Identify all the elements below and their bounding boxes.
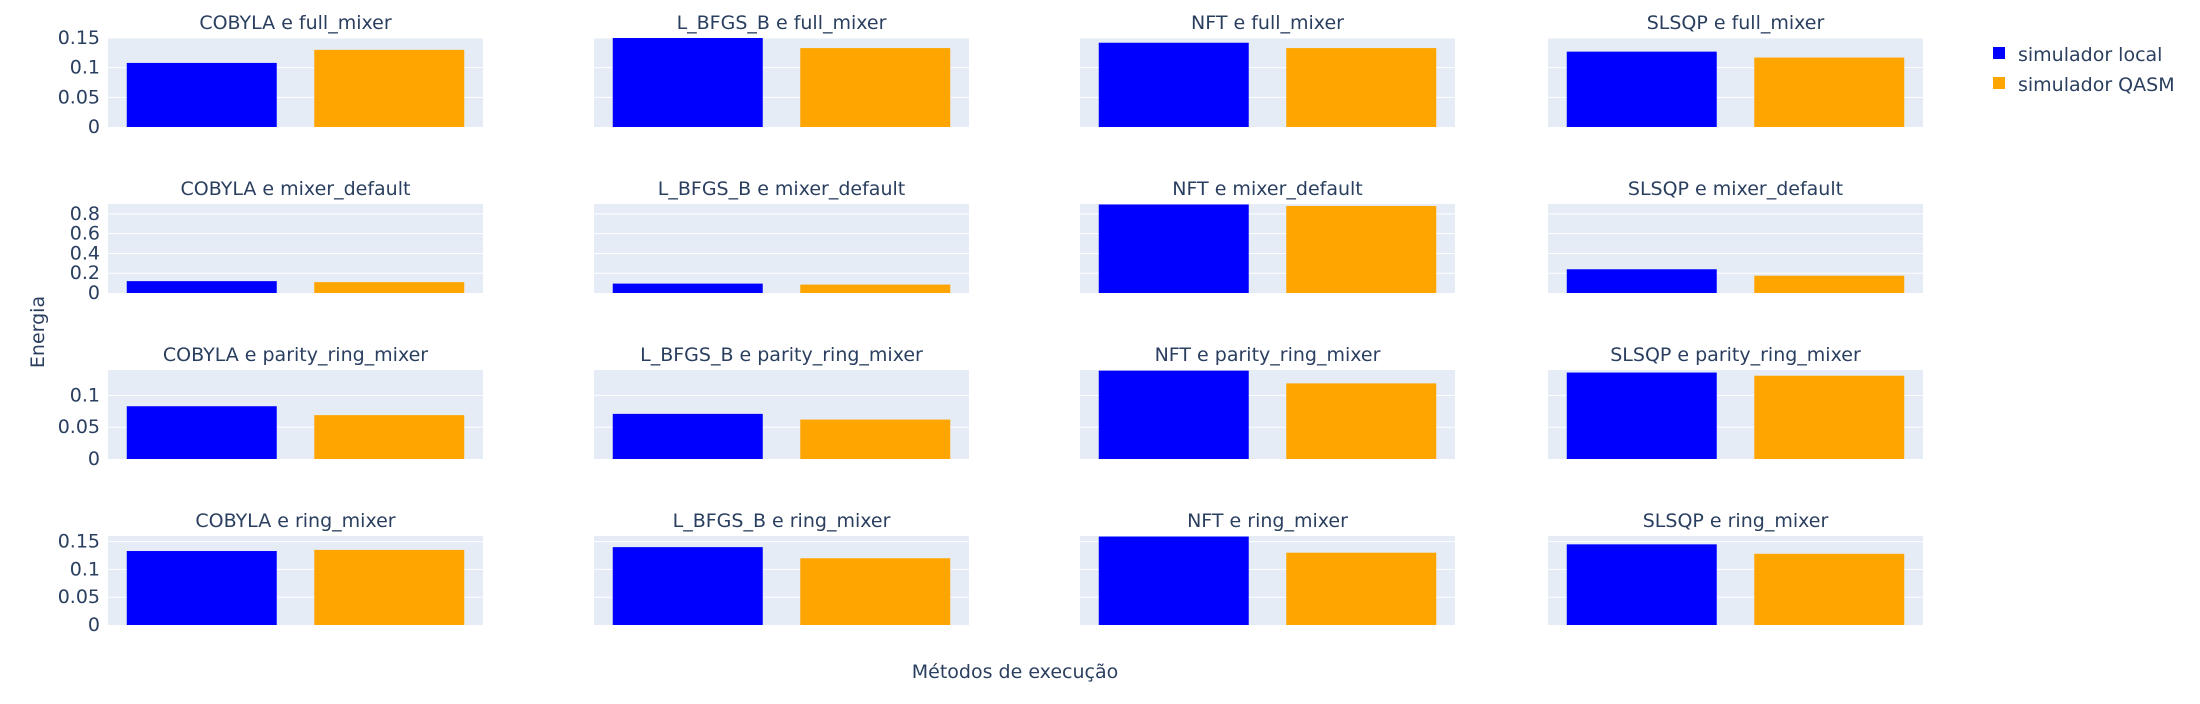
subplot-title: L_BFGS_B e ring_mixer — [673, 510, 891, 532]
y-tick-label: 0 — [88, 116, 100, 138]
subplot-6: L_BFGS_B e mixer_default — [594, 178, 969, 293]
y-tick-label: 0 — [88, 448, 100, 470]
bar-local[interactable] — [612, 413, 763, 459]
bar-local[interactable] — [1566, 51, 1717, 127]
bar-qasm[interactable] — [1754, 57, 1905, 127]
subplot-title: SLSQP e mixer_default — [1628, 178, 1843, 200]
subplot-1: COBYLA e full_mixer 0 0.05 0.1 0.15 — [58, 12, 483, 138]
bar-local[interactable] — [1098, 42, 1249, 127]
subplot-3: NFT e full_mixer — [1080, 12, 1455, 127]
y-tick-label: 0.2 — [70, 262, 100, 284]
bar-qasm[interactable] — [800, 558, 951, 625]
subplot-title: NFT e mixer_default — [1172, 178, 1362, 200]
subplot-16: SLSQP e ring_mixer — [1548, 510, 1923, 625]
subplot-title: L_BFGS_B e full_mixer — [677, 12, 887, 34]
bar-qasm[interactable] — [1286, 383, 1437, 459]
y-tick-label: 0.8 — [70, 203, 100, 225]
subplot-title: COBYLA e ring_mixer — [195, 510, 395, 532]
subplot-5: COBYLA e mixer_default 00.20.40.60.8 — [70, 178, 483, 304]
subplot-7: NFT e mixer_default — [1080, 178, 1455, 293]
y-tick-label: 0.05 — [58, 586, 100, 608]
subplot-14: L_BFGS_B e ring_mixer — [594, 510, 969, 625]
bar-qasm[interactable] — [1286, 552, 1437, 625]
bar-local[interactable] — [612, 283, 763, 293]
subplot-title: SLSQP e full_mixer — [1647, 12, 1825, 34]
subplot-4: SLSQP e full_mixer — [1548, 12, 1923, 127]
bar-qasm[interactable] — [800, 48, 951, 127]
subplot-title: NFT e ring_mixer — [1187, 510, 1348, 532]
y-tick-label: 0 — [88, 282, 100, 304]
bar-local[interactable] — [1566, 372, 1717, 459]
bar-qasm[interactable] — [314, 549, 465, 625]
bar-qasm[interactable] — [314, 415, 465, 459]
legend-swatch-local[interactable] — [1993, 47, 2005, 59]
subplot-11: NFT e parity_ring_mixer — [1080, 344, 1455, 459]
subplot-12: SLSQP e parity_ring_mixer — [1548, 344, 1923, 459]
y-tick-label: 0 — [88, 614, 100, 636]
plot-area — [108, 204, 483, 293]
legend-swatch-qasm[interactable] — [1993, 77, 2005, 89]
subplot-title: NFT e parity_ring_mixer — [1155, 344, 1381, 366]
y-tick-label: 0.1 — [70, 558, 100, 580]
subplot-title: COBYLA e mixer_default — [181, 178, 411, 200]
legend-label-local: simulador local — [2018, 44, 2162, 66]
bar-qasm[interactable] — [1286, 48, 1437, 127]
y-tick-label: 0.05 — [58, 416, 100, 438]
bar-qasm[interactable] — [800, 284, 951, 293]
bar-qasm[interactable] — [1286, 205, 1437, 293]
subplot-grid: COBYLA e full_mixer 0 0.05 0.1 0.15 L_BFGS_B … — [58, 12, 1923, 636]
bar-qasm[interactable] — [800, 419, 951, 459]
y-axis-title: Energia — [27, 296, 49, 368]
subplot-13: COBYLA e ring_mixer 0 0.05 0.1 0.15 — [58, 510, 483, 636]
subplot-title: COBYLA e full_mixer — [199, 12, 392, 34]
bar-qasm[interactable] — [1754, 375, 1905, 459]
bar-local[interactable] — [126, 551, 277, 625]
y-tick-label: 0.1 — [70, 57, 100, 79]
bar-local[interactable] — [1566, 269, 1717, 293]
y-tick-label: 0.6 — [70, 223, 100, 245]
bar-local[interactable] — [612, 38, 763, 127]
subplot-title: COBYLA e parity_ring_mixer — [163, 344, 428, 366]
bar-qasm[interactable] — [314, 49, 465, 127]
bar-local[interactable] — [126, 281, 277, 293]
bar-qasm[interactable] — [1754, 275, 1905, 293]
subplot-title: L_BFGS_B e mixer_default — [658, 178, 905, 200]
plot-area — [594, 204, 969, 293]
x-axis-title: Métodos de execução — [912, 661, 1118, 683]
bar-qasm[interactable] — [314, 282, 465, 293]
subplot-10: L_BFGS_B e parity_ring_mixer — [594, 344, 969, 459]
y-tick-label: 0.1 — [70, 384, 100, 406]
subplot-2: L_BFGS_B e full_mixer — [594, 12, 969, 127]
bar-local[interactable] — [1098, 204, 1249, 293]
legend: simulador local simulador QASM — [1993, 44, 2175, 96]
bar-local[interactable] — [1566, 544, 1717, 625]
bar-local[interactable] — [1098, 370, 1249, 459]
y-tick-label: 0.15 — [58, 27, 100, 49]
subplot-title: L_BFGS_B e parity_ring_mixer — [640, 344, 923, 366]
bar-local[interactable] — [126, 62, 277, 127]
subplot-8: SLSQP e mixer_default — [1548, 178, 1923, 293]
bar-qasm[interactable] — [1754, 553, 1905, 625]
y-tick-label: 0.4 — [70, 242, 100, 264]
bar-local[interactable] — [1098, 536, 1249, 625]
subplot-title: NFT e full_mixer — [1191, 12, 1344, 34]
y-tick-label: 0.05 — [58, 86, 100, 108]
bar-local[interactable] — [612, 547, 763, 625]
bar-local[interactable] — [126, 406, 277, 459]
subplot-15: NFT e ring_mixer — [1080, 510, 1455, 625]
subplot-title: SLSQP e ring_mixer — [1643, 510, 1829, 532]
subplot-9: COBYLA e parity_ring_mixer 0 0.05 0.1 — [58, 344, 483, 470]
subplot-title: SLSQP e parity_ring_mixer — [1610, 344, 1861, 366]
legend-label-qasm: simulador QASM — [2018, 74, 2175, 96]
y-tick-label: 0.15 — [58, 531, 100, 553]
